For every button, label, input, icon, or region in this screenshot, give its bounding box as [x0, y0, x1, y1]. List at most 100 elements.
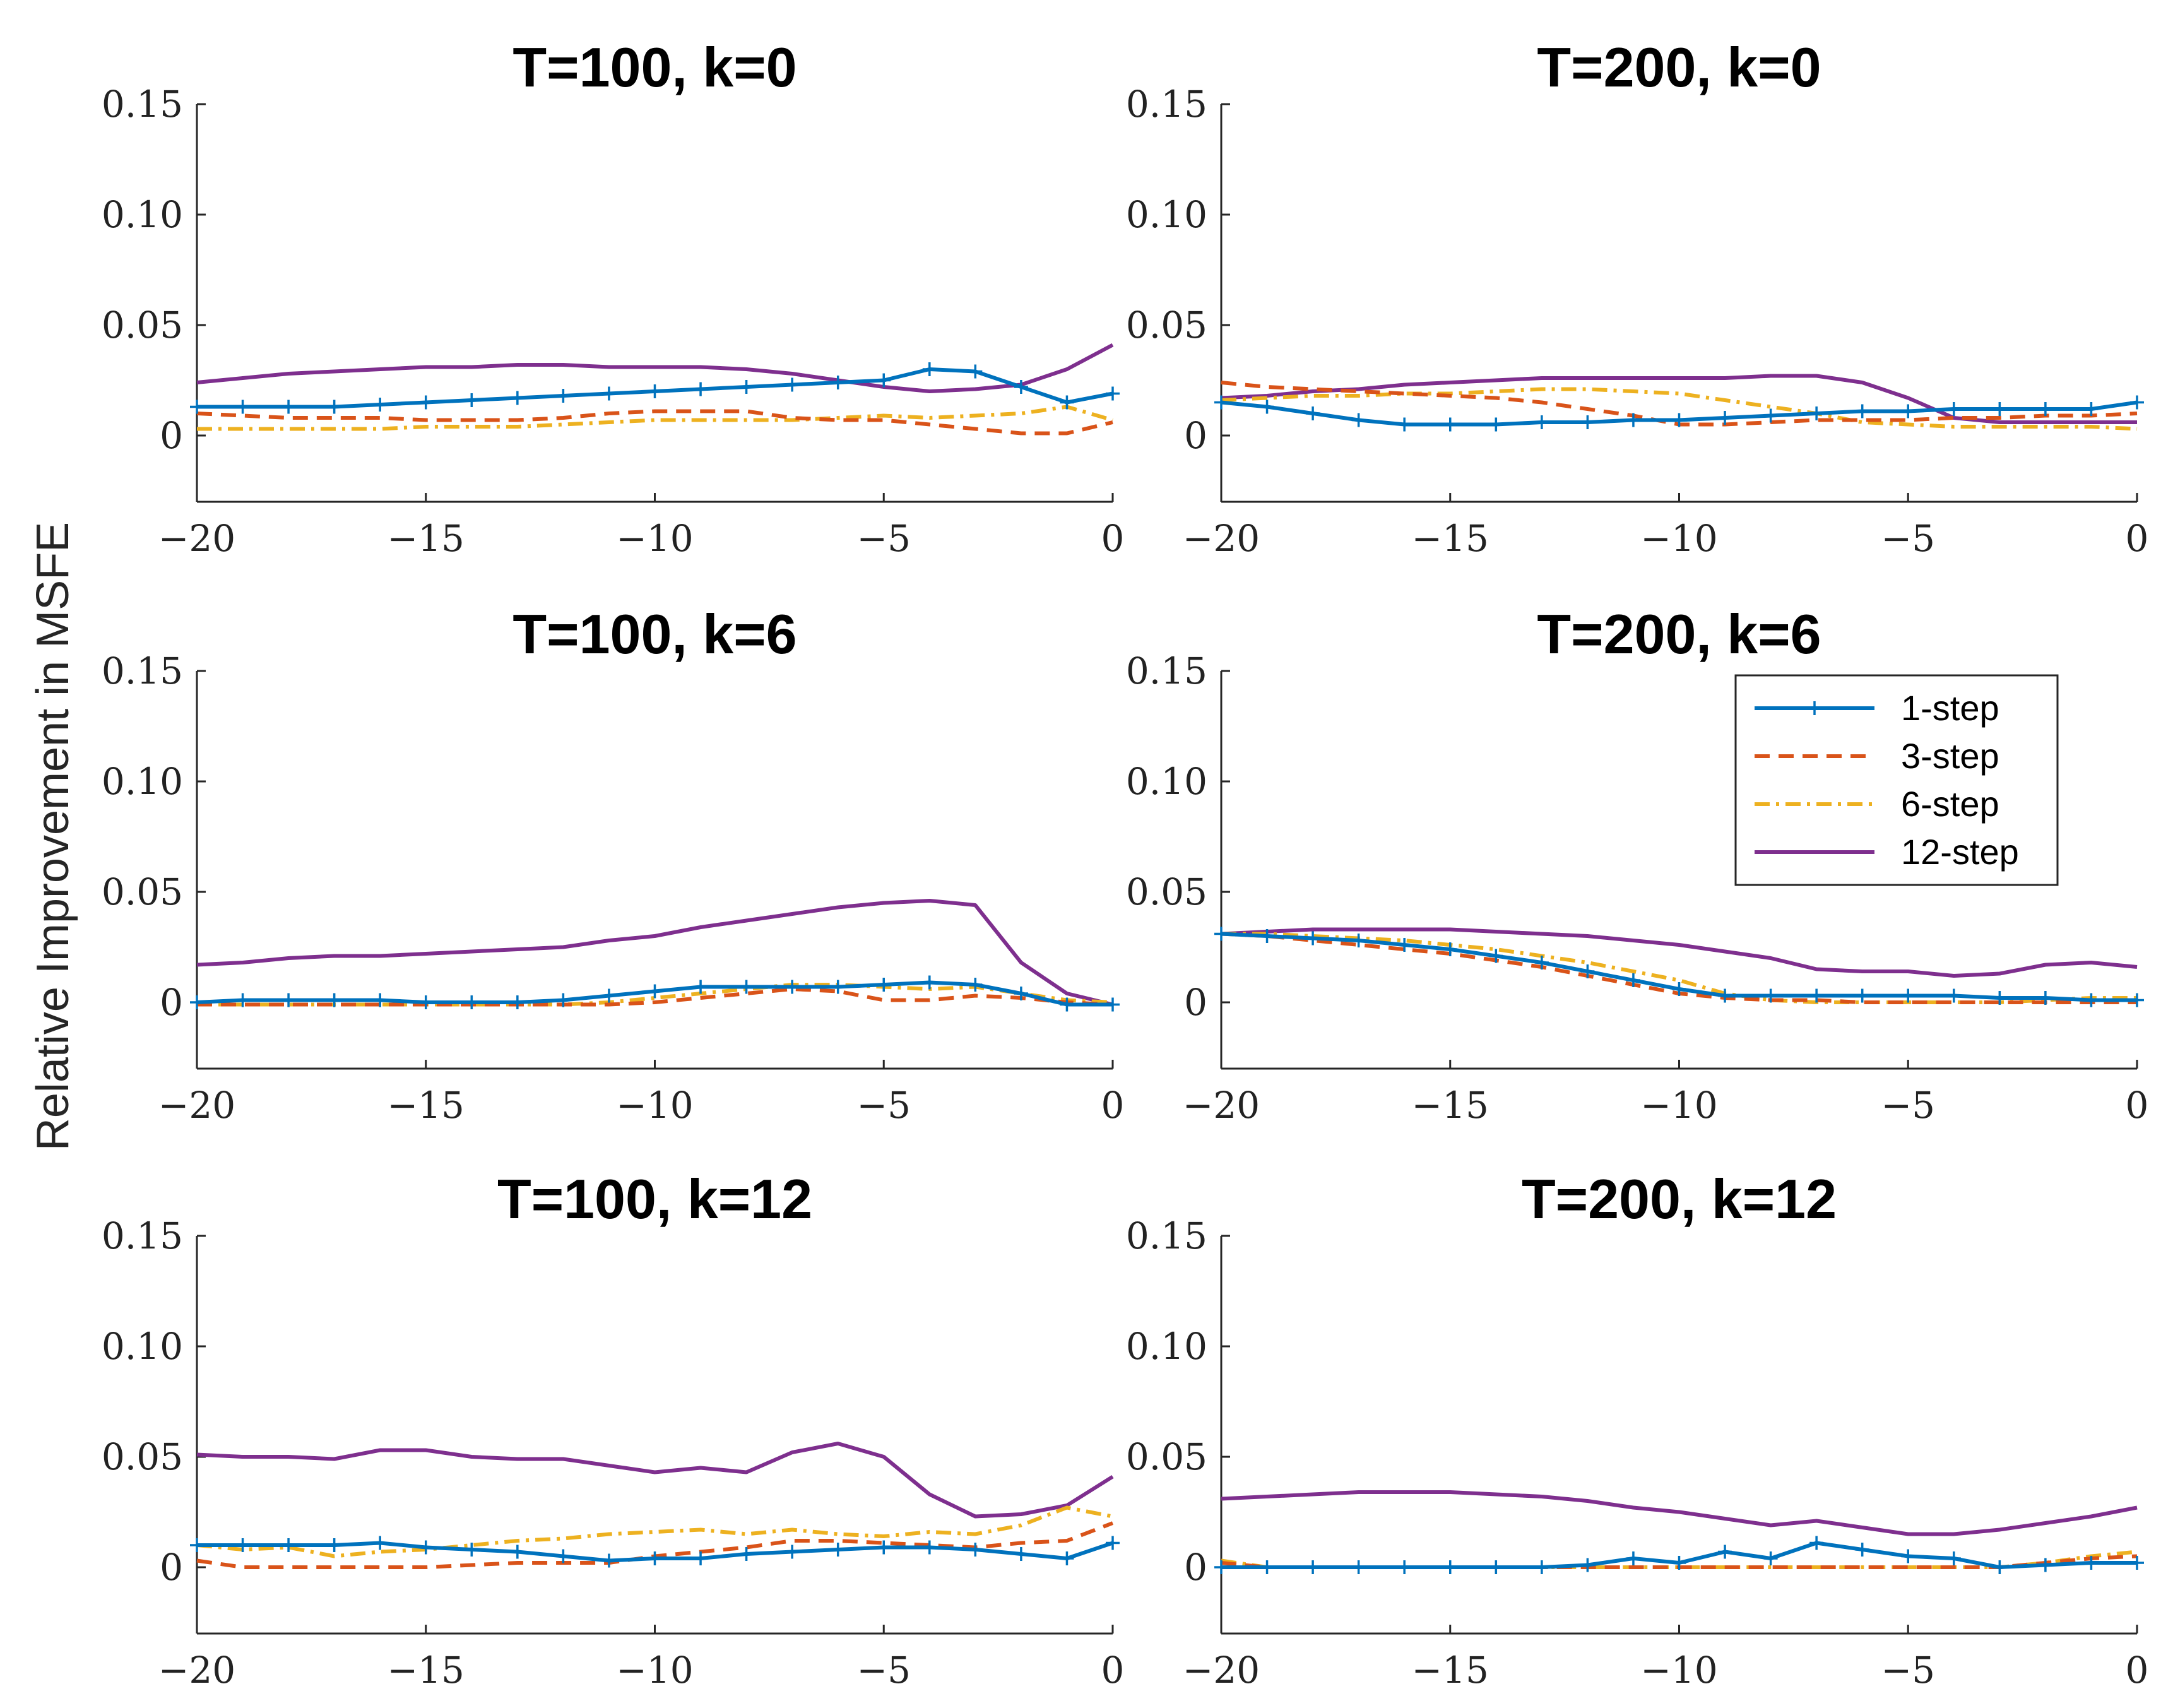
legend-label: 1-step — [1901, 688, 1999, 728]
x-tick-label: −15 — [388, 1649, 465, 1692]
panel-1: T=100, k=0 0 0.05 0.10 0.15 −20 −15 −10 −5 0 — [102, 36, 1125, 560]
series-marker — [831, 376, 845, 389]
series-marker — [1992, 1560, 2007, 1574]
series-marker — [2130, 395, 2144, 410]
series-marker — [1397, 417, 1412, 432]
series-marker — [1214, 1560, 1228, 1574]
series-marker — [648, 1551, 662, 1565]
series-marker — [601, 386, 616, 401]
series-marker — [510, 1545, 524, 1559]
series-marker — [556, 389, 571, 403]
series-line-12-step — [196, 1442, 1114, 1519]
series-marker — [1397, 938, 1412, 952]
series-marker — [1060, 997, 1074, 1012]
series-marker — [1489, 949, 1503, 963]
legend-marker — [1808, 701, 1821, 715]
y-tick-label: 0.05 — [102, 1435, 183, 1478]
series-marker — [2084, 1556, 2099, 1570]
x-tick-label: −5 — [1881, 1084, 1936, 1127]
series-line-12-step — [1221, 927, 2138, 978]
y-tick-label: 0.10 — [102, 193, 183, 236]
series-marker — [1214, 395, 1228, 410]
series-marker — [373, 993, 388, 1007]
series-marker — [190, 1538, 204, 1552]
series-marker — [1306, 406, 1320, 420]
series-marker — [601, 1553, 616, 1568]
series-marker — [785, 980, 800, 994]
series-marker — [968, 1543, 983, 1557]
series-marker — [465, 995, 479, 1009]
y-tick-label: 0.10 — [1126, 193, 1207, 236]
x-tick-label: −15 — [388, 517, 465, 560]
series-marker — [1992, 991, 2007, 1005]
x-tick-label: −15 — [1412, 1649, 1489, 1692]
y-tick-label: 0 — [1184, 981, 1207, 1024]
series-marker — [556, 993, 571, 1007]
x-tick-label: −5 — [857, 517, 911, 560]
series-marker — [877, 1540, 891, 1555]
series-line-6-step — [197, 983, 1113, 1007]
series-marker — [1534, 956, 1549, 970]
series-marker — [2038, 991, 2052, 1005]
series-marker — [418, 395, 433, 410]
series-marker — [1672, 982, 1686, 996]
series-line-6-step — [196, 1505, 1113, 1558]
panel-2: T=200, k=0 0 0.05 0.10 0.15 −20 −15 −10 −5 0 — [1126, 36, 2149, 560]
series-marker — [327, 400, 341, 414]
x-tick-label: −10 — [1640, 1649, 1717, 1692]
legend-item-3-step: 3-step — [1755, 736, 1999, 776]
series-marker — [1718, 988, 1732, 1003]
y-tick-label: 0.15 — [102, 1214, 183, 1257]
x-tick-label: −10 — [1640, 1084, 1717, 1127]
series-line-12-step — [1221, 374, 2137, 424]
panels: T=100, k=000.050.100.15−20 −15 −10 −5 0 T=200… — [102, 36, 2149, 1692]
series-marker — [2038, 402, 2052, 416]
x-tick-label: −15 — [1412, 517, 1489, 560]
series-line-12-step — [196, 343, 1114, 393]
panel-title: T=200, k=0 — [1537, 36, 1821, 98]
y-tick-label: 0 — [160, 1546, 183, 1589]
y-tick-label: 0.15 — [102, 649, 183, 692]
series-marker — [1106, 1536, 1120, 1550]
series-marker — [2038, 1558, 2052, 1572]
series-marker — [510, 391, 524, 405]
series-marker — [1626, 413, 1640, 427]
series-marker — [281, 400, 296, 414]
x-tick-label: −20 — [1183, 1649, 1260, 1692]
panel-title: T=200, k=12 — [1522, 1168, 1837, 1230]
x-tick-label: 0 — [1101, 1084, 1125, 1127]
series-line-12-step — [196, 899, 1113, 1007]
series-marker — [877, 373, 891, 388]
panel-6: T=200, k=12 0 0.05 0.10 0.15 −20 −15 −10 −5 0 — [1126, 1168, 2149, 1692]
x-tick-label: −5 — [1881, 1649, 1936, 1692]
series-marker — [1489, 417, 1503, 432]
series-marker — [922, 362, 937, 376]
series-marker — [1014, 1547, 1028, 1561]
series-marker — [1443, 1560, 1457, 1574]
series-marker — [739, 980, 754, 994]
panel-title: T=100, k=12 — [497, 1168, 812, 1230]
series-marker — [510, 995, 524, 1009]
series-marker — [1351, 934, 1366, 947]
series-marker — [235, 993, 250, 1007]
panel-5: T=100, k=12 0 0.05 0.10 0.15 −20 −15 −10 −5 0 — [102, 1168, 1125, 1692]
series-marker — [1397, 1560, 1412, 1574]
series-marker — [1718, 411, 1732, 425]
series-marker — [235, 400, 250, 414]
series-marker — [1992, 402, 2007, 416]
series-marker — [1855, 404, 1869, 418]
y-tick-label: 0.10 — [102, 1325, 183, 1368]
series-marker — [1763, 1551, 1778, 1565]
y-tick-label: 0.05 — [102, 870, 183, 913]
y-tick-label: 0 — [1184, 414, 1207, 457]
y-tick-label: 0.05 — [1126, 304, 1207, 347]
series-marker — [281, 993, 296, 1007]
series-marker — [2130, 1556, 2144, 1570]
x-tick-label: −5 — [857, 1649, 911, 1692]
series-marker — [1626, 1551, 1640, 1565]
legend-item-6-step: 6-step — [1755, 784, 1999, 824]
x-tick-label: −20 — [1183, 1084, 1260, 1127]
y-tick-label: 0.15 — [1126, 649, 1207, 692]
series-marker — [418, 1540, 433, 1555]
series-marker — [1443, 417, 1457, 432]
